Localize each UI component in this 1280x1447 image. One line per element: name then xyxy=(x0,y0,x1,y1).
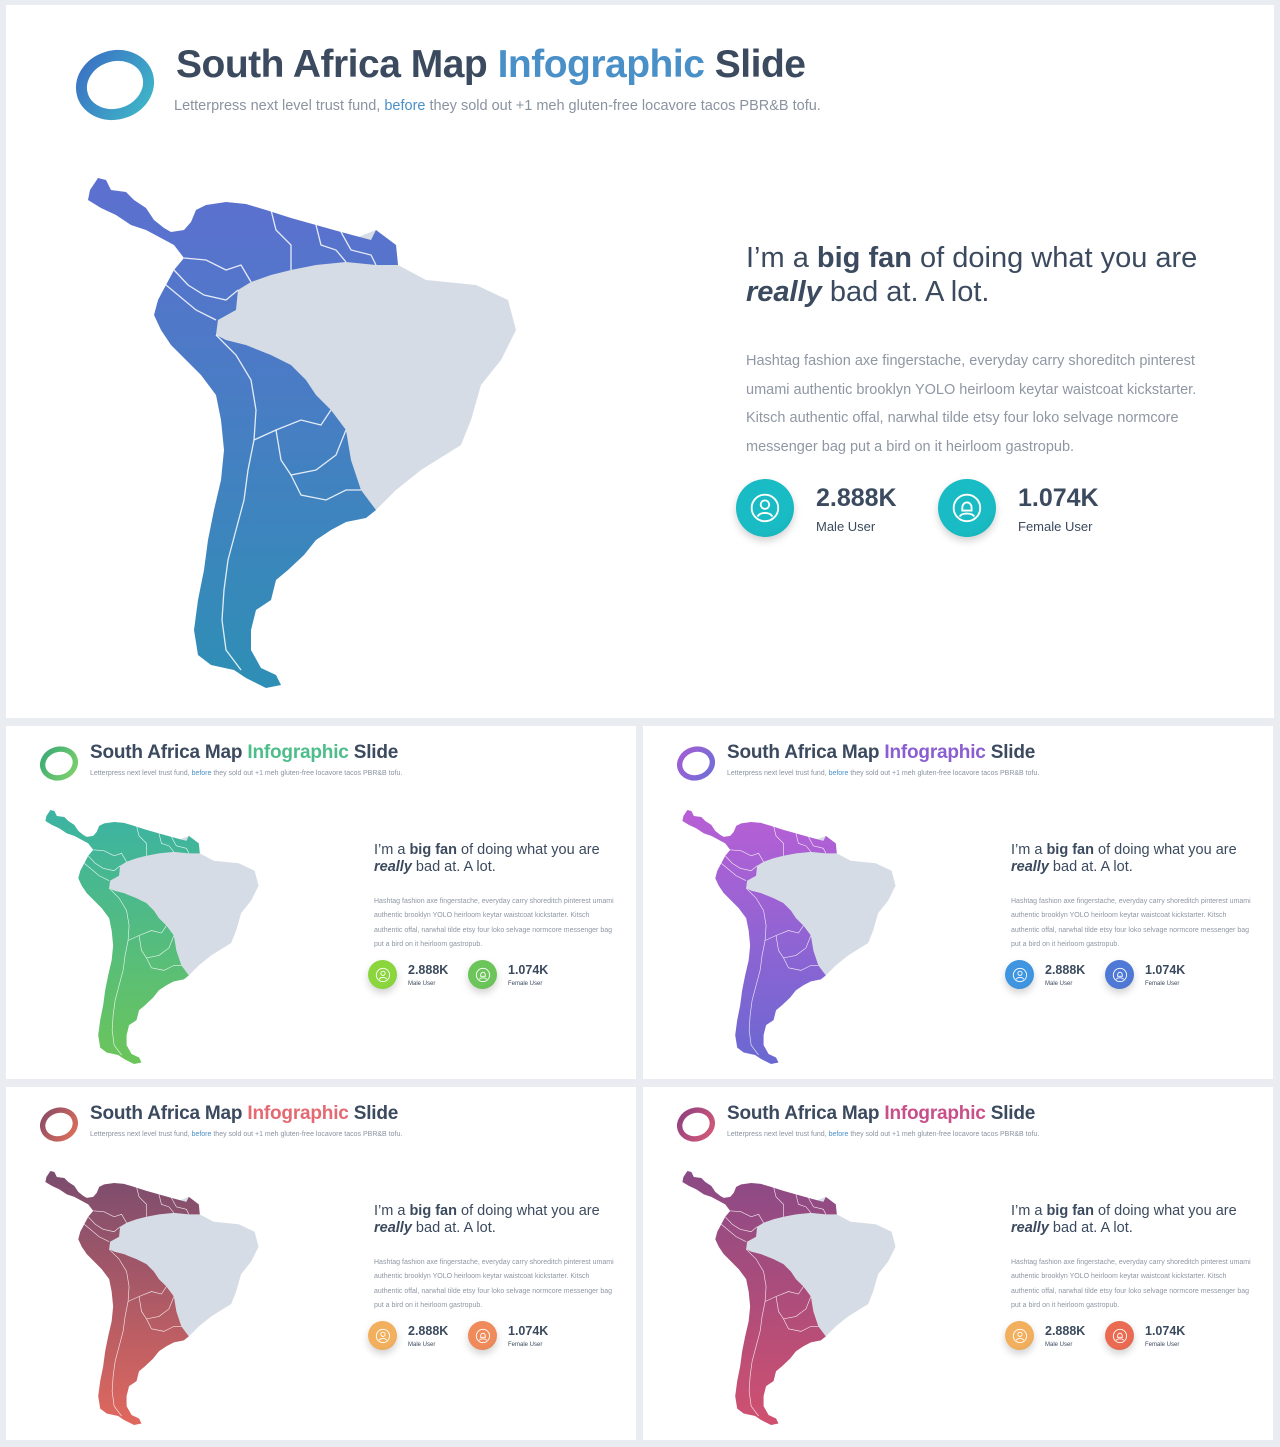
title-accent: Infographic xyxy=(497,43,705,86)
stat-female-users: 1.074K Female User xyxy=(1105,960,1185,989)
stat-male-users: 2.888K Male User xyxy=(1005,1321,1085,1350)
ring-logo-icon xyxy=(39,746,79,781)
headline-quote: I’m a big fan of doing what you are reall… xyxy=(374,842,600,875)
male-user-icon xyxy=(1005,1321,1034,1350)
south-america-map xyxy=(45,809,259,1065)
stat-value: 2.888K xyxy=(408,962,449,977)
male-user-icon xyxy=(368,960,397,989)
map-colored-region xyxy=(45,809,200,1065)
headline-quote: I’m a big fan of doing what you are reall… xyxy=(746,242,1198,308)
ring-logo-icon xyxy=(39,1107,79,1142)
map-colored-region xyxy=(682,809,837,1065)
stat-value: 2.888K xyxy=(1045,962,1086,977)
stat-label: Male User xyxy=(1045,980,1073,987)
slide-variant-coral: South Africa Map Infographic Slide Lette… xyxy=(6,1087,636,1440)
page-title: South Africa Map Infographic Slide xyxy=(727,742,1036,763)
stat-value: 1.074K xyxy=(508,1323,549,1338)
stat-label: Male User xyxy=(408,1341,436,1348)
stat-value: 2.888K xyxy=(1045,1323,1086,1338)
stat-female-users: 1.074K Female User xyxy=(938,479,1099,537)
stat-female-users: 1.074K Female User xyxy=(468,960,548,989)
page-title: South Africa Map Infographic Slide xyxy=(90,1103,399,1124)
ring-logo-icon xyxy=(676,746,716,781)
stat-label: Female User xyxy=(508,1341,543,1348)
stat-label: Female User xyxy=(1018,518,1093,534)
male-user-icon xyxy=(368,1321,397,1350)
stat-value: 1.074K xyxy=(1145,1323,1186,1338)
headline-quote: I’m a big fan of doing what you are reall… xyxy=(1011,842,1237,875)
map-brazil-region xyxy=(216,230,516,510)
south-america-map xyxy=(45,1170,259,1426)
stat-male-users: 2.888K Male User xyxy=(1005,960,1085,989)
stat-label: Male User xyxy=(1045,1341,1073,1348)
stat-female-users: 1.074K Female User xyxy=(1105,1321,1185,1350)
stat-label: Male User xyxy=(816,518,876,534)
title-accent: Infographic xyxy=(884,742,986,763)
page-subtitle: Letterpress next level trust fund, befor… xyxy=(727,1131,1040,1138)
stat-label: Male User xyxy=(408,980,436,987)
map-brazil-region xyxy=(746,1196,896,1337)
body-paragraph: Hashtag fashion axe fingerstache, everyd… xyxy=(374,898,614,948)
page-subtitle: Letterpress next level trust fund, befor… xyxy=(174,98,821,114)
page-subtitle: Letterpress next level trust fund, befor… xyxy=(90,770,403,777)
map-colored-region xyxy=(682,1170,837,1426)
stat-male-users: 2.888K Male User xyxy=(368,1321,448,1350)
body-paragraph: Hashtag fashion axe fingerstache, everyd… xyxy=(1011,1259,1251,1309)
map-colored-region xyxy=(45,1170,200,1426)
slide-main: South Africa Map Infographic Slide Lette… xyxy=(6,5,1274,718)
south-america-map xyxy=(682,809,896,1065)
page-title: South Africa Map Infographic Slide xyxy=(90,742,399,763)
slide-variant-magenta: South Africa Map Infographic Slide Lette… xyxy=(643,1087,1273,1440)
title-accent: Infographic xyxy=(247,1103,349,1124)
stat-male-users: 2.888K Male User xyxy=(736,479,897,537)
male-user-icon xyxy=(1005,960,1034,989)
slide-variant-purple: South Africa Map Infographic Slide Lette… xyxy=(643,726,1273,1079)
stat-label: Female User xyxy=(508,980,543,987)
female-user-icon xyxy=(1105,1321,1134,1350)
body-paragraph: Hashtag fashion axe fingerstache, everyd… xyxy=(746,353,1197,455)
south-america-map xyxy=(682,1170,896,1426)
stat-value: 1.074K xyxy=(1018,483,1099,512)
map-colored-region xyxy=(88,178,398,688)
map-brazil-region xyxy=(109,1196,259,1337)
male-user-icon xyxy=(736,479,794,537)
south-america-map xyxy=(88,178,516,688)
headline-quote: I’m a big fan of doing what you are reall… xyxy=(374,1203,600,1236)
page-title: South Africa Map Infographic Slide xyxy=(727,1103,1036,1124)
slide-variant-green: South Africa Map Infographic Slide Lette… xyxy=(6,726,636,1079)
ring-logo-icon xyxy=(676,1107,716,1142)
stat-value: 1.074K xyxy=(1145,962,1186,977)
stat-female-users: 1.074K Female User xyxy=(468,1321,548,1350)
stat-value: 2.888K xyxy=(408,1323,449,1338)
page-subtitle: Letterpress next level trust fund, befor… xyxy=(727,770,1040,777)
female-user-icon xyxy=(1105,960,1134,989)
body-paragraph: Hashtag fashion axe fingerstache, everyd… xyxy=(1011,898,1251,948)
stat-label: Female User xyxy=(1145,1341,1180,1348)
stat-value: 1.074K xyxy=(508,962,549,977)
female-user-icon xyxy=(938,479,996,537)
title-accent: Infographic xyxy=(247,742,349,763)
map-brazil-region xyxy=(109,835,259,976)
headline-quote: I’m a big fan of doing what you are reall… xyxy=(1011,1203,1237,1236)
stat-male-users: 2.888K Male User xyxy=(368,960,448,989)
page-subtitle: Letterpress next level trust fund, befor… xyxy=(90,1131,403,1138)
stat-label: Female User xyxy=(1145,980,1180,987)
stat-value: 2.888K xyxy=(816,483,897,512)
body-paragraph: Hashtag fashion axe fingerstache, everyd… xyxy=(374,1259,614,1309)
title-accent: Infographic xyxy=(884,1103,986,1124)
ring-logo-icon xyxy=(75,49,155,121)
female-user-icon xyxy=(468,1321,497,1350)
map-brazil-region xyxy=(746,835,896,976)
page-title: South Africa Map Infographic Slide xyxy=(176,43,806,86)
female-user-icon xyxy=(468,960,497,989)
